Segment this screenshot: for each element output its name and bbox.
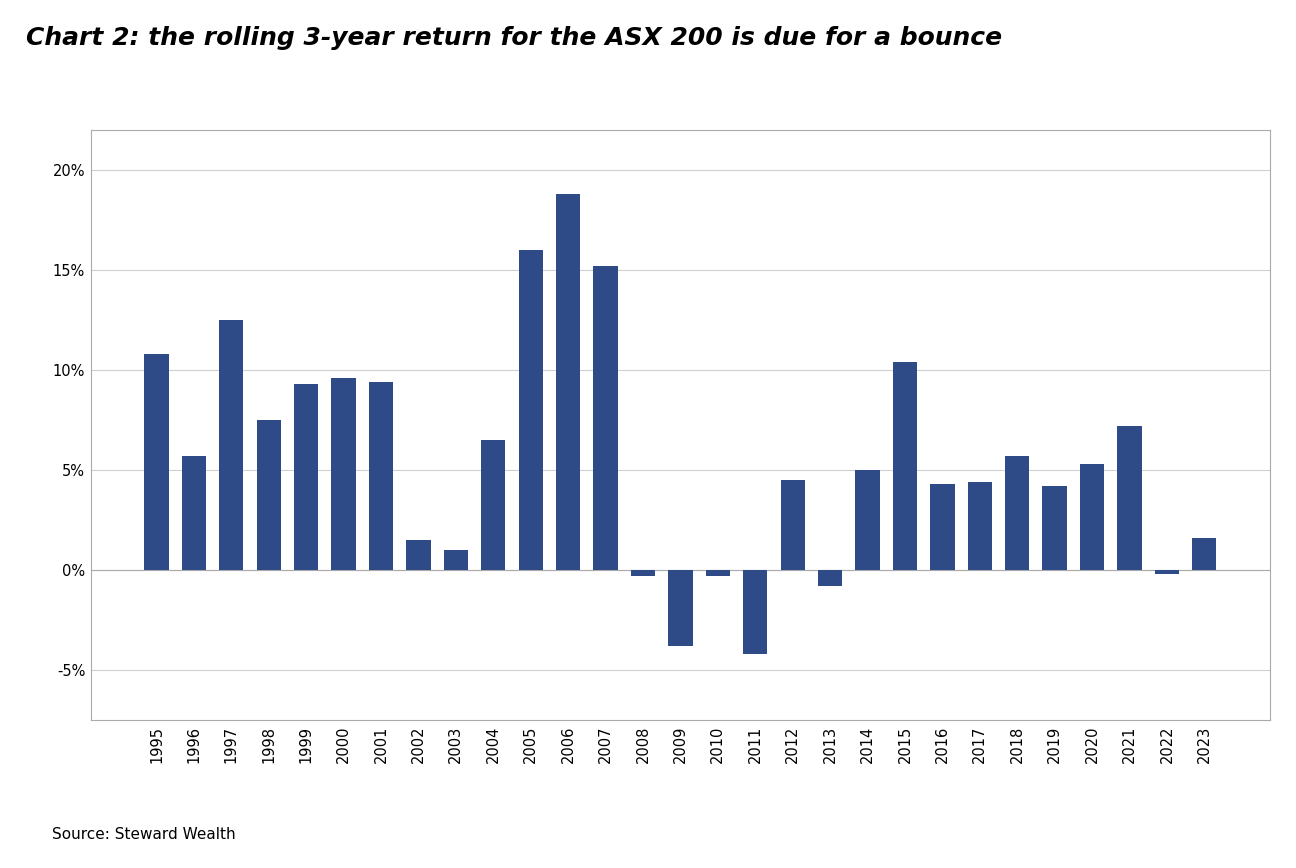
- Bar: [893, 362, 918, 570]
- Bar: [1042, 486, 1067, 570]
- Bar: [780, 480, 805, 570]
- Bar: [443, 550, 468, 570]
- Bar: [144, 354, 168, 570]
- Bar: [818, 570, 842, 587]
- Bar: [556, 194, 581, 570]
- Bar: [705, 570, 730, 576]
- Text: Chart 2: the rolling 3-year return for the ASX 200 is due for a bounce: Chart 2: the rolling 3-year return for t…: [26, 26, 1002, 50]
- Bar: [931, 484, 955, 570]
- Bar: [1117, 426, 1142, 570]
- Bar: [594, 266, 618, 570]
- Bar: [1004, 457, 1029, 570]
- Bar: [631, 570, 656, 576]
- Bar: [257, 420, 281, 570]
- Bar: [968, 483, 991, 570]
- Bar: [332, 378, 356, 570]
- Bar: [406, 541, 430, 570]
- Bar: [855, 470, 880, 570]
- Bar: [1155, 570, 1179, 575]
- Bar: [1192, 538, 1217, 570]
- Bar: [518, 250, 543, 570]
- Bar: [219, 320, 244, 570]
- Bar: [294, 385, 319, 570]
- Bar: [481, 440, 505, 570]
- Bar: [743, 570, 767, 654]
- Bar: [669, 570, 692, 647]
- Text: Source: Steward Wealth: Source: Steward Wealth: [52, 827, 236, 842]
- Bar: [369, 382, 393, 570]
- Bar: [1080, 464, 1104, 570]
- Bar: [181, 457, 206, 570]
